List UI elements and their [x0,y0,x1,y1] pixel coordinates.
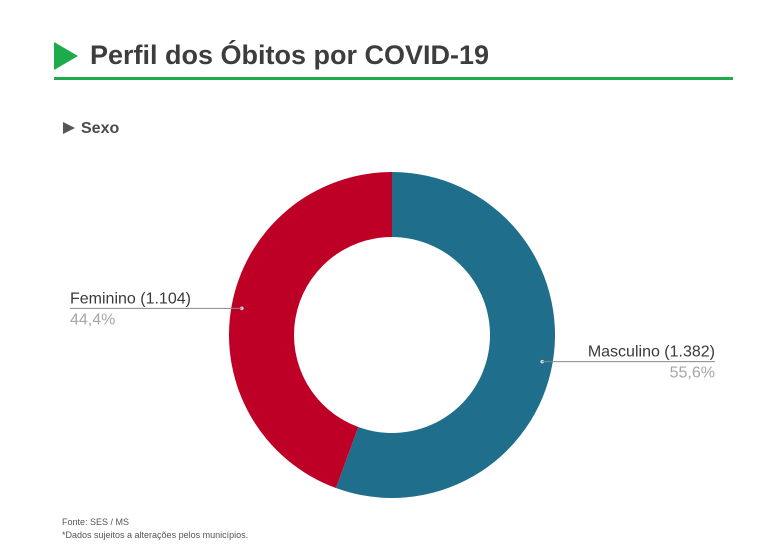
slice-labels: Masculino (1.382) 55,6% Feminino (1.104) 44… [70,290,715,381]
slice-masculino [335,172,556,498]
title-divider [54,77,733,80]
slice-feminino [229,172,392,489]
section-label-text: Sexo [81,120,120,137]
slice-label-masculino: Masculino (1.382) [588,344,715,361]
title-arrow-icon [54,42,78,70]
slice-label-feminino: Feminino (1.104) [70,290,191,307]
donut-slices [229,172,556,498]
section-heading: Sexo [63,120,119,138]
footnote-text: *Dados sujeitos a alterações pelos munic… [62,530,249,540]
source-text: Fonte: SES / MS [62,517,130,527]
slice-percent-masculino: 55,6% [670,365,715,382]
slice-percent-feminino: 44,4% [70,311,115,328]
section-arrow-icon [63,122,75,134]
page-title: Perfil dos Óbitos por COVID-19 [90,40,490,70]
leader-lines [70,306,715,364]
